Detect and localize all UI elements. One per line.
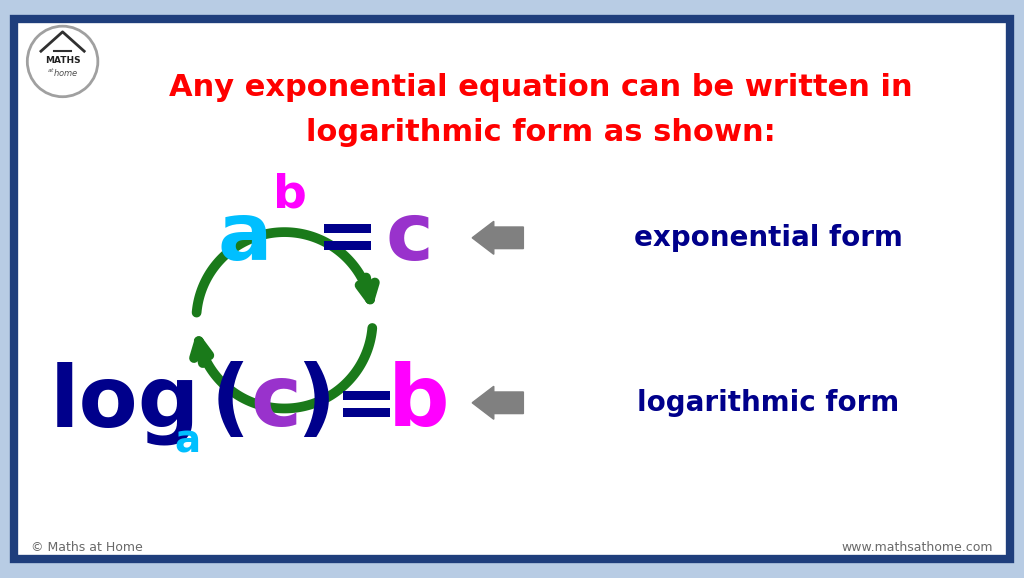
Text: a: a xyxy=(175,423,201,461)
Text: c: c xyxy=(386,199,433,277)
Text: c: c xyxy=(250,361,301,444)
Text: ): ) xyxy=(296,361,335,444)
Text: log: log xyxy=(50,361,201,444)
Text: b: b xyxy=(387,361,449,444)
Text: MATHS: MATHS xyxy=(45,56,81,65)
Text: $^{at}$home: $^{at}$home xyxy=(47,66,79,79)
Text: logarithmic form as shown:: logarithmic form as shown: xyxy=(305,118,775,147)
Text: exponential form: exponential form xyxy=(634,224,902,252)
Circle shape xyxy=(28,26,98,97)
Text: Any exponential equation can be written in: Any exponential equation can be written … xyxy=(169,73,912,102)
Text: a: a xyxy=(217,199,272,277)
Text: b: b xyxy=(273,173,307,218)
Text: logarithmic form: logarithmic form xyxy=(637,389,899,417)
FancyArrow shape xyxy=(472,221,523,254)
FancyArrow shape xyxy=(472,386,523,419)
Text: =: = xyxy=(315,204,379,277)
Text: (: ( xyxy=(211,361,250,444)
Text: © Maths at Home: © Maths at Home xyxy=(32,542,143,554)
Text: =: = xyxy=(336,371,398,444)
Text: www.mathsathome.com: www.mathsathome.com xyxy=(841,542,992,554)
